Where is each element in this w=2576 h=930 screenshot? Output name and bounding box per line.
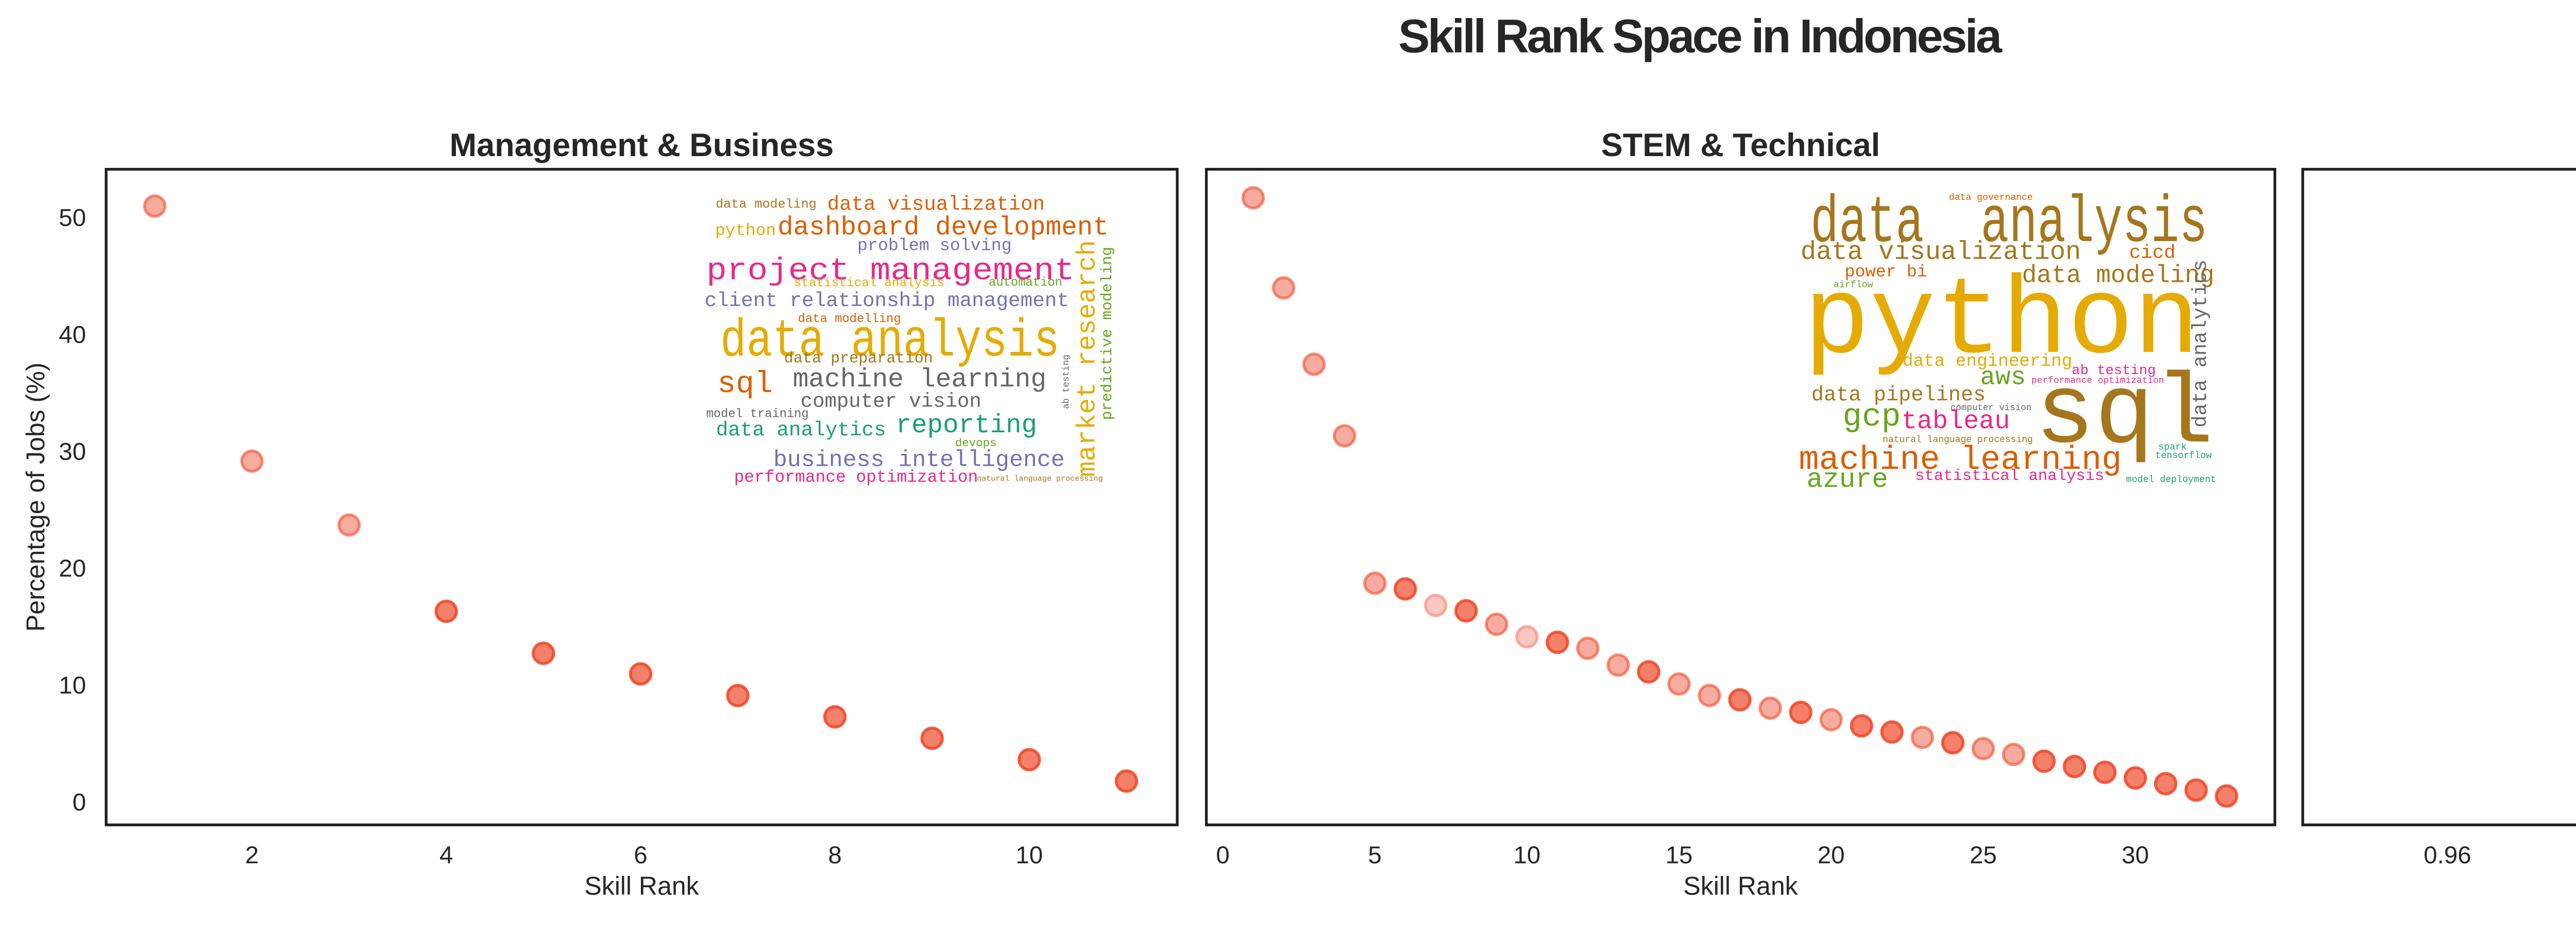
svg-text:statistical analysis: statistical analysis xyxy=(794,277,945,291)
svg-text:machine learning: machine learning xyxy=(1799,441,2122,479)
svg-text:reporting: reporting xyxy=(896,411,1037,441)
svg-text:project management: project management xyxy=(706,254,1075,289)
svg-text:data visualization: data visualization xyxy=(827,193,1045,216)
svg-text:Percentage of Jobs (%): Percentage of Jobs (%) xyxy=(21,363,50,632)
svg-text:data analytics: data analytics xyxy=(2189,260,2212,428)
svg-text:performance optimization: performance optimization xyxy=(2031,376,2164,386)
svg-text:30: 30 xyxy=(59,438,86,465)
svg-text:problem solving: problem solving xyxy=(857,236,1012,256)
svg-text:data engineering: data engineering xyxy=(1903,351,2072,371)
svg-text:15: 15 xyxy=(1666,842,1693,869)
svg-text:natural language processing: natural language processing xyxy=(1883,435,2033,445)
svg-text:20: 20 xyxy=(1818,842,1845,869)
svg-text:python: python xyxy=(1804,261,2199,385)
svg-text:business intelligence: business intelligence xyxy=(773,447,1065,473)
svg-text:data modeling: data modeling xyxy=(716,197,817,212)
svg-text:6: 6 xyxy=(634,842,647,869)
svg-text:Skill Rank: Skill Rank xyxy=(1683,872,1798,901)
svg-text:ab testing: ab testing xyxy=(1061,354,1072,409)
svg-text:50: 50 xyxy=(59,205,86,232)
svg-text:sql: sql xyxy=(717,366,773,401)
svg-text:10: 10 xyxy=(59,672,86,699)
svg-text:tensorflow: tensorflow xyxy=(2156,451,2212,461)
svg-text:dashboard development: dashboard development xyxy=(777,213,1109,243)
svg-text:8: 8 xyxy=(828,842,841,869)
svg-text:data analytics: data analytics xyxy=(716,418,886,442)
svg-text:performance optimization: performance optimization xyxy=(734,468,978,487)
svg-text:aws: aws xyxy=(1980,363,2026,392)
svg-text:5: 5 xyxy=(1368,842,1381,869)
svg-text:spark: spark xyxy=(2158,442,2187,453)
svg-text:2: 2 xyxy=(245,842,259,869)
svg-text:automation: automation xyxy=(989,276,1062,290)
svg-text:market research: market research xyxy=(1073,240,1103,477)
svg-text:Management & Business: Management & Business xyxy=(450,127,834,163)
svg-text:client relationship management: client relationship management xyxy=(705,289,1069,312)
svg-text:0: 0 xyxy=(1216,842,1229,869)
svg-text:predictive modeling: predictive modeling xyxy=(1098,247,1116,420)
svg-text:python: python xyxy=(715,221,776,240)
svg-text:tableau: tableau xyxy=(1902,407,2010,436)
svg-text:statistical analysis: statistical analysis xyxy=(1915,468,2104,485)
svg-text:data pipelines: data pipelines xyxy=(1811,383,1986,407)
svg-text:40: 40 xyxy=(59,321,86,348)
svg-text:data governance: data governance xyxy=(1949,193,2033,203)
svg-text:cicd: cicd xyxy=(2129,243,2176,264)
svg-text:sql: sql xyxy=(2035,359,2214,471)
svg-text:data visualization: data visualization xyxy=(1801,238,2081,267)
svg-text:4: 4 xyxy=(439,842,453,869)
svg-text:natural language processing: natural language processing xyxy=(977,474,1103,483)
svg-text:computer vision: computer vision xyxy=(1951,403,2032,413)
svg-text:STEM & Technical: STEM & Technical xyxy=(1601,127,1880,163)
svg-text:data analysis: data analysis xyxy=(1810,187,2208,261)
svg-text:azure: azure xyxy=(1806,464,1888,495)
svg-text:0.96: 0.96 xyxy=(2424,842,2471,869)
svg-text:computer vision: computer vision xyxy=(801,391,981,413)
svg-text:25: 25 xyxy=(1970,842,1997,869)
svg-text:20: 20 xyxy=(59,555,86,582)
svg-text:data modeling: data modeling xyxy=(2022,262,2215,290)
svg-text:data modelling: data modelling xyxy=(798,312,901,326)
svg-text:gcp: gcp xyxy=(1842,399,1901,435)
svg-text:devops: devops xyxy=(955,436,997,450)
svg-text:model training: model training xyxy=(706,407,809,421)
svg-text:airflow: airflow xyxy=(1834,280,1873,291)
svg-text:machine learning: machine learning xyxy=(793,365,1047,395)
svg-text:ab testing: ab testing xyxy=(2072,363,2156,379)
svg-text:Skill Rank: Skill Rank xyxy=(584,872,699,901)
svg-text:30: 30 xyxy=(2122,842,2149,869)
svg-text:10: 10 xyxy=(1015,842,1043,869)
svg-text:data analysis: data analysis xyxy=(720,311,1060,371)
svg-text:model deployment: model deployment xyxy=(2126,475,2216,485)
svg-text:Skill Rank Space in Indonesia: Skill Rank Space in Indonesia xyxy=(1398,10,2003,62)
svg-text:0: 0 xyxy=(73,789,86,816)
svg-text:power bi: power bi xyxy=(1845,263,1927,282)
svg-text:data preparation: data preparation xyxy=(784,350,933,368)
svg-text:10: 10 xyxy=(1513,842,1540,869)
